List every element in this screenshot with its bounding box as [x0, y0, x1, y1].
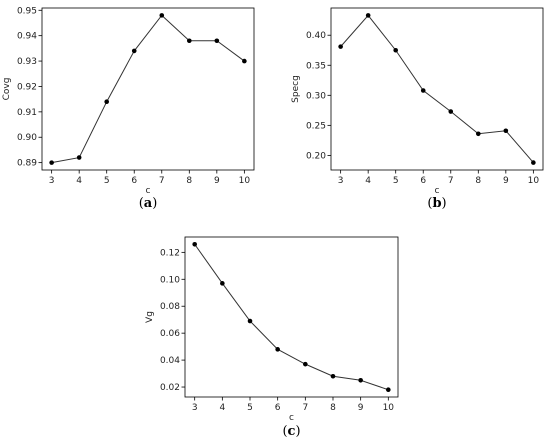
data-point: [104, 99, 110, 104]
y-tick-label: 0.20: [306, 151, 326, 161]
y-tick-label: 0.94: [17, 32, 37, 42]
x-tick-label: 9: [358, 403, 364, 413]
x-tick-label: 5: [247, 403, 253, 413]
y-tick-label: 0.12: [160, 248, 180, 258]
data-point: [386, 387, 391, 393]
data-point: [358, 377, 363, 383]
x-axis-label: c: [146, 186, 151, 196]
data-point: [338, 44, 343, 49]
x-tick-label: 3: [192, 403, 198, 413]
x-axis-label: c: [435, 186, 440, 196]
data-point: [275, 347, 280, 352]
x-tick-label: 4: [219, 403, 225, 413]
data-point: [220, 281, 225, 286]
series-line: [194, 243, 389, 391]
y-tick-label: 0.35: [306, 61, 326, 71]
plot-frame: [330, 7, 544, 171]
x-tick-label: 9: [214, 176, 220, 186]
data-point: [49, 160, 54, 165]
x-tick-label: 9: [503, 176, 509, 186]
y-tick-label: 0.10: [160, 275, 180, 285]
y-tick-label: 0.40: [306, 31, 326, 41]
chart-c: 3 4 5 6 7 8 9 10 0.02 0.04 0.06 0.08 0.10 0.12 c Vg (c): [145, 236, 399, 439]
data-point: [420, 88, 426, 93]
chart-b: 3 4 5 6 7 8 9 10 0.20 0.25 0.30 0.35 0.40 c Specg (b): [291, 7, 544, 211]
data-point: [330, 373, 336, 379]
y-tick-label: 0.30: [306, 91, 326, 101]
x-tick-label: 8: [186, 176, 192, 186]
y-axis-label: Covg: [2, 78, 12, 101]
data-point: [393, 47, 399, 53]
data-point: [247, 318, 253, 324]
y-tick-label: 0.90: [17, 133, 37, 143]
y-tick-label: 0.06: [160, 329, 180, 339]
x-tick-label: 6: [420, 176, 426, 186]
data-point: [76, 155, 82, 160]
x-axis-label: c: [289, 413, 294, 423]
x-tick-label: 7: [302, 403, 308, 413]
y-tick-label: 0.92: [17, 82, 37, 92]
plot-frame: [184, 236, 399, 398]
y-tick-label: 0.89: [17, 159, 37, 169]
x-tick-label: 6: [275, 403, 281, 413]
data-point: [365, 13, 371, 18]
y-tick-label: 0.95: [17, 6, 37, 16]
y-axis-label: Vg: [145, 311, 155, 323]
y-tick-label: 0.93: [17, 57, 37, 67]
subfigure-caption: (a): [139, 196, 158, 211]
chart-a: 3 4 5 6 7 8 9 10 0.89 0.90 0.91 0.92 0.93 0.94 0.95 c Co…: [2, 6, 255, 211]
x-tick-label: 10: [383, 403, 395, 413]
y-axis-label: Specg: [291, 75, 301, 103]
x-tick-label: 7: [448, 176, 454, 186]
x-tick-label: 8: [330, 403, 336, 413]
subfigure-caption: (c): [282, 424, 300, 439]
x-tick-label: 8: [475, 176, 481, 186]
x-tick-label: 6: [131, 176, 137, 186]
series-line: [340, 14, 534, 163]
data-point: [448, 109, 454, 114]
data-point: [531, 160, 536, 165]
data-point: [242, 58, 247, 64]
x-tick-label: 5: [393, 176, 399, 186]
data-point: [503, 128, 509, 134]
x-tick-label: 5: [104, 176, 110, 186]
data-point: [192, 241, 197, 247]
y-tick-label: 0.25: [306, 121, 326, 131]
data-point: [131, 48, 137, 54]
data-point: [214, 38, 220, 44]
plot-frame: [41, 7, 255, 171]
y-tick-label: 0.91: [17, 108, 37, 118]
y-tick-label: 0.04: [160, 356, 180, 366]
x-tick-label: 4: [76, 176, 82, 186]
x-tick-label: 4: [365, 176, 371, 186]
x-tick-label: 3: [49, 176, 55, 186]
x-tick-label: 3: [338, 176, 344, 186]
series-line: [51, 14, 245, 164]
x-tick-label: 10: [528, 176, 540, 186]
x-tick-label: 7: [159, 176, 165, 186]
subfigure-caption: (b): [427, 196, 446, 211]
x-tick-label: 10: [239, 176, 251, 186]
data-point: [186, 38, 192, 44]
y-tick-label: 0.02: [160, 383, 180, 393]
data-point: [159, 13, 165, 18]
y-tick-label: 0.08: [160, 302, 180, 312]
data-point: [475, 131, 481, 137]
data-point: [303, 361, 308, 367]
